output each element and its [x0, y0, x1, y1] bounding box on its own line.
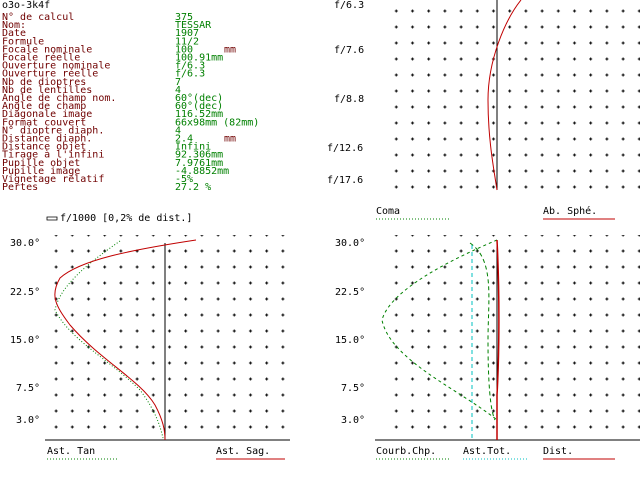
y-label: 30.0° — [10, 238, 40, 249]
param-label: Formule — [2, 36, 44, 47]
param-value: 60°(dec) — [175, 93, 223, 104]
param-label: Focale réelle — [2, 52, 80, 64]
curvature-curve — [381, 239, 498, 421]
param-label: N° de calcul — [2, 12, 74, 23]
param-value: 4 — [175, 85, 181, 96]
y-label: f/6.3 — [334, 0, 364, 11]
y-label: 7.5° — [341, 383, 365, 394]
param-value: 100.91mm — [175, 53, 223, 64]
param-label: Pertes — [2, 182, 38, 193]
distortion-curve — [496, 239, 500, 440]
window-title: o3o-3k4f — [2, 0, 50, 11]
param-unit: mm — [224, 134, 236, 145]
param-value: 7 — [175, 77, 181, 88]
param-value: 4 — [175, 125, 181, 136]
panel-title: f/1000 [0,2% de dist.] — [60, 213, 192, 224]
legend-label: Ab. Sphé. — [543, 205, 597, 217]
param-value: 92.306mm — [175, 150, 223, 161]
param-label: Pupille objet — [2, 158, 80, 169]
param-value: f/6.3 — [175, 61, 205, 72]
param-value: 11/2 — [175, 36, 199, 47]
param-value: 27.2 % — [175, 182, 211, 193]
param-value: TESSAR — [175, 20, 212, 31]
param-label: Diagonale image — [2, 109, 92, 120]
param-value: f/6.3 — [175, 69, 205, 80]
sagittal-curve — [54, 239, 197, 441]
dot-grid — [385, 0, 640, 190]
param-value: -4.8852mm — [175, 166, 229, 177]
param-label: Distance objet — [2, 142, 86, 153]
param-value: 7.9761mm — [175, 158, 223, 169]
y-label: 22.5° — [335, 287, 365, 298]
tangential-curve — [54, 240, 164, 439]
param-label: Vignetage relatif — [2, 174, 104, 185]
param-label: Pupille image — [2, 166, 80, 177]
y-label: f/8.8 — [334, 94, 364, 105]
param-label: Nom: — [2, 20, 26, 31]
y-label: 30.0° — [335, 238, 365, 249]
y-label: 3.0° — [341, 415, 365, 426]
legend-label: Dist. — [543, 446, 573, 457]
spherical-curve — [487, 0, 522, 191]
param-label: Ouverture nominale — [2, 61, 110, 72]
param-label: Nb de lentilles — [2, 85, 92, 96]
param-label: Focale nominale — [2, 44, 92, 55]
legend-label: Ast.Tot. — [463, 446, 511, 457]
param-label: Distance diaph. — [2, 134, 92, 145]
param-value: 1907 — [175, 28, 199, 39]
param-label: Nb de dioptres — [2, 77, 86, 88]
param-label: Tirage à l'infini — [2, 149, 104, 161]
param-label: Date — [2, 28, 26, 39]
legend-label: Coma — [376, 206, 400, 217]
y-label: 15.0° — [10, 335, 40, 346]
legend-label: Ast. Sag. — [216, 446, 270, 457]
param-value: 375 — [175, 12, 193, 23]
param-unit: mm — [224, 44, 236, 55]
y-label: 22.5° — [10, 287, 40, 298]
y-label: f/12.6 — [327, 143, 363, 154]
legend-label: Ast. Tan — [47, 446, 95, 457]
dot-grid — [385, 235, 640, 440]
y-label: f/17.6 — [327, 175, 363, 186]
param-label: Ouverture réelle — [2, 68, 98, 80]
param-value: 2.4 — [175, 134, 193, 145]
param-value: 66x98mm (82mm) — [175, 117, 259, 128]
y-label: 3.0° — [16, 415, 40, 426]
param-value: 60°(dec) — [175, 101, 223, 112]
dot-grid — [45, 235, 290, 440]
param-value: 116.52mm — [175, 109, 223, 120]
scale-mark — [46, 216, 58, 221]
y-label: 15.0° — [335, 335, 365, 346]
param-label: Angle de champ — [2, 101, 86, 112]
parameter-list: N° de calcul 375 Nom: TESSAR Date 1907 Formule… — [2, 12, 259, 193]
param-value: Infini — [175, 142, 211, 153]
param-value: -5% — [175, 174, 193, 185]
y-label: f/7.6 — [334, 45, 364, 56]
param-label: Format couvert — [2, 117, 86, 128]
param-label: N° dioptre diaph. — [2, 125, 104, 136]
param-value: 100 — [175, 44, 193, 55]
y-label: 7.5° — [16, 383, 40, 394]
legend-label: Courb.Chp. — [376, 446, 436, 457]
param-label: Angle de champ nom. — [2, 93, 116, 104]
